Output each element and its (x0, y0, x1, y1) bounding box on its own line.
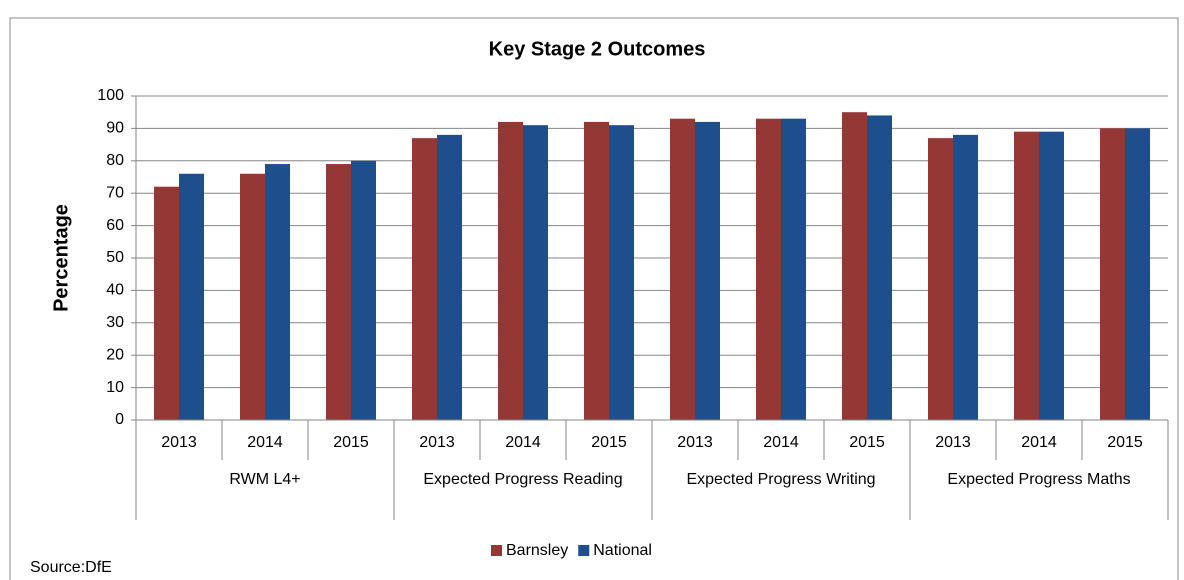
legend-label: Barnsley (506, 542, 568, 559)
x-tick-label: 2014 (763, 434, 799, 451)
group-label: RWM L4+ (229, 471, 301, 488)
group-label: Expected Progress Maths (947, 471, 1131, 488)
bar (695, 121, 720, 421)
y-tick-label: 100 (97, 87, 124, 104)
y-tick-label: 20 (106, 346, 124, 363)
bar (265, 164, 290, 420)
chart-title: Key Stage 2 Outcomes (489, 38, 706, 60)
x-tick-label: 2014 (247, 434, 283, 451)
bar (867, 115, 892, 420)
bar (928, 138, 953, 420)
bar (1014, 131, 1039, 420)
bar (670, 118, 695, 421)
group-label-box: Expected Progress Writing (686, 471, 876, 488)
x-tick-label: 2015 (849, 434, 885, 451)
bar (584, 121, 609, 421)
x-tick-label: 2015 (333, 434, 369, 451)
x-tick-label: 2013 (935, 434, 971, 451)
x-tick-label: 2014 (1021, 434, 1057, 451)
x-tick-label: 2014 (505, 434, 541, 451)
y-tick-label: 50 (106, 249, 124, 266)
bar (1125, 128, 1150, 420)
y-axis-label: Percentage (50, 204, 72, 312)
bar (498, 121, 523, 421)
y-tick-label: 40 (106, 282, 124, 299)
bar (412, 138, 437, 420)
x-tick-label: 2013 (161, 434, 197, 451)
y-tick-label: 0 (115, 411, 124, 428)
group-label: Expected Progress Reading (423, 471, 623, 488)
group-label-box: Expected Progress Reading (423, 471, 623, 488)
legend-label: National (593, 542, 652, 559)
x-tick-label: 2013 (677, 434, 713, 451)
bar (842, 112, 867, 420)
x-tick-label: 2015 (1107, 434, 1143, 451)
x-tick-label: 2015 (591, 434, 627, 451)
x-tick-label: 2013 (419, 434, 455, 451)
bar (154, 186, 179, 420)
bar (351, 160, 376, 421)
y-tick-label: 60 (106, 217, 124, 234)
bar (781, 118, 806, 421)
y-tick-label: 90 (106, 120, 124, 137)
bar (437, 134, 462, 420)
y-tick-label: 30 (106, 314, 124, 331)
y-tick-label: 70 (106, 184, 124, 201)
bar (179, 173, 204, 420)
group-label-box: RWM L4+ (229, 471, 301, 488)
bar (240, 173, 265, 420)
legend-swatch (491, 545, 502, 556)
legend-swatch (578, 545, 590, 556)
group-label-box: Expected Progress Maths (947, 471, 1131, 488)
source-note: Source:DfE (30, 559, 112, 576)
bar (326, 164, 351, 420)
bar (1100, 128, 1125, 420)
y-tick-label: 80 (106, 152, 124, 169)
group-label: Expected Progress Writing (686, 471, 876, 488)
bar (609, 125, 634, 420)
y-tick-label: 10 (106, 379, 124, 396)
bar (756, 118, 781, 421)
bar (953, 134, 978, 420)
bar (523, 125, 548, 420)
bar (1039, 131, 1064, 420)
